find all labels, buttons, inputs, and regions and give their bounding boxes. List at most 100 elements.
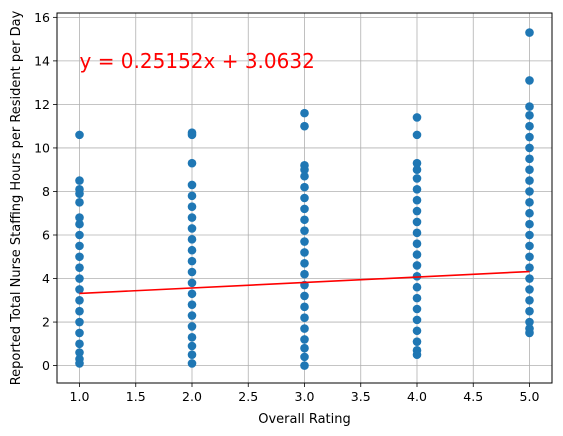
scatter-point <box>187 202 197 212</box>
scatter-point <box>300 291 309 301</box>
scatter-point <box>525 165 534 175</box>
x-tick-label: 1.5 <box>126 389 146 404</box>
scatter-point <box>412 130 422 140</box>
y-tick-label: 2 <box>42 315 50 330</box>
scatter-point <box>187 130 197 140</box>
scatter-point <box>75 317 84 327</box>
scatter-point <box>187 191 197 201</box>
scatter-point <box>525 121 534 131</box>
scatter-point <box>412 250 422 259</box>
scatter-point <box>412 228 422 238</box>
y-axis-ticks: 0 2 4 6 8 10 12 14 16 <box>34 10 57 373</box>
scatter-point <box>412 158 422 168</box>
scatter-point <box>187 359 197 368</box>
y-tick-label: 16 <box>34 10 50 25</box>
scatter-point <box>525 295 534 305</box>
scatter-point <box>75 359 84 368</box>
scatter-point <box>300 237 309 246</box>
scatter-point <box>187 341 197 351</box>
scatter-point <box>412 206 422 216</box>
scatter-point <box>187 224 197 233</box>
scatter-point <box>75 252 84 262</box>
scatter-point <box>525 274 534 283</box>
scatter-point <box>525 317 534 327</box>
scatter-point <box>75 348 84 357</box>
scatter-point <box>412 113 422 122</box>
scatter-point <box>525 219 534 229</box>
scatter-point <box>300 269 309 279</box>
scatter-point <box>75 263 84 272</box>
scatter-point <box>75 130 84 140</box>
scatter-point <box>412 174 422 183</box>
scatter-point <box>412 304 422 314</box>
x-tick-label: 3.0 <box>295 389 315 404</box>
scatter-point <box>187 180 197 190</box>
scatter-point <box>300 171 309 181</box>
scatter-point <box>300 335 309 344</box>
scatter-point <box>525 285 534 294</box>
x-tick-label: 2.5 <box>238 389 258 404</box>
scatter-point <box>412 239 422 249</box>
scatter-point <box>412 165 422 175</box>
scatter-point <box>75 198 84 207</box>
scatter-point <box>187 158 197 168</box>
annotations: y = 0.25152x + 3.0632 <box>80 49 315 73</box>
scatter-point <box>300 204 309 214</box>
y-tick-label: 8 <box>42 184 50 199</box>
scatter-point <box>300 352 309 362</box>
scatter-point <box>412 350 422 360</box>
y-tick-label: 6 <box>42 228 50 243</box>
scatter-point <box>187 278 197 288</box>
scatter-point <box>75 328 84 338</box>
regression-line <box>79 270 530 295</box>
scatter-point <box>187 267 197 277</box>
regression-line-group <box>79 270 530 295</box>
scatter-point <box>300 108 309 118</box>
x-axis-ticks: 1.0 1.5 2.0 2.5 3.0 3.5 4.0 4.5 5.0 <box>70 383 540 404</box>
x-tick-label: 4.5 <box>463 389 483 404</box>
scatter-points <box>75 28 534 370</box>
scatter-point <box>412 261 422 270</box>
scatter-point <box>187 256 197 266</box>
scatter-point <box>525 110 534 120</box>
scatter-point <box>300 343 309 353</box>
scatter-point <box>525 187 534 196</box>
scatter-point <box>525 198 534 207</box>
scatter-point <box>525 154 534 164</box>
x-axis-label: Overall Rating <box>258 412 351 427</box>
scatter-point <box>187 245 197 255</box>
scatter-point <box>525 328 534 338</box>
scatter-point <box>187 289 197 299</box>
scatter-point <box>525 28 534 37</box>
scatter-point <box>75 176 84 185</box>
scatter-point <box>412 326 422 336</box>
scatter-point <box>525 263 534 272</box>
scatter-point <box>75 230 84 240</box>
scatter-point <box>75 213 84 222</box>
scatter-point <box>300 361 309 370</box>
scatter-point <box>187 350 197 360</box>
scatter-point <box>300 165 309 175</box>
x-tick-label: 4.0 <box>407 389 427 404</box>
scatter-point <box>300 193 309 203</box>
scatter-point <box>412 217 422 227</box>
y-axis-label: Reported Total Nurse Staffing Hours per … <box>9 10 24 385</box>
scatter-point <box>525 102 534 111</box>
regression-equation-annotation: y = 0.25152x + 3.0632 <box>80 49 315 73</box>
scatter-point <box>525 208 534 218</box>
scatter-point <box>75 241 84 251</box>
x-tick-label: 5.0 <box>520 389 540 404</box>
x-tick-label: 2.0 <box>182 389 202 404</box>
scatter-point <box>75 306 84 316</box>
scatter-point <box>187 332 197 342</box>
scatter-point <box>525 176 534 185</box>
scatter-point <box>187 311 197 320</box>
scatter-point <box>187 235 197 244</box>
scatter-point <box>300 182 309 192</box>
scatter-point <box>300 302 309 312</box>
scatter-point <box>525 143 534 153</box>
scatter-point <box>75 295 84 305</box>
scatter-point <box>412 337 422 346</box>
scatter-point <box>300 226 309 235</box>
